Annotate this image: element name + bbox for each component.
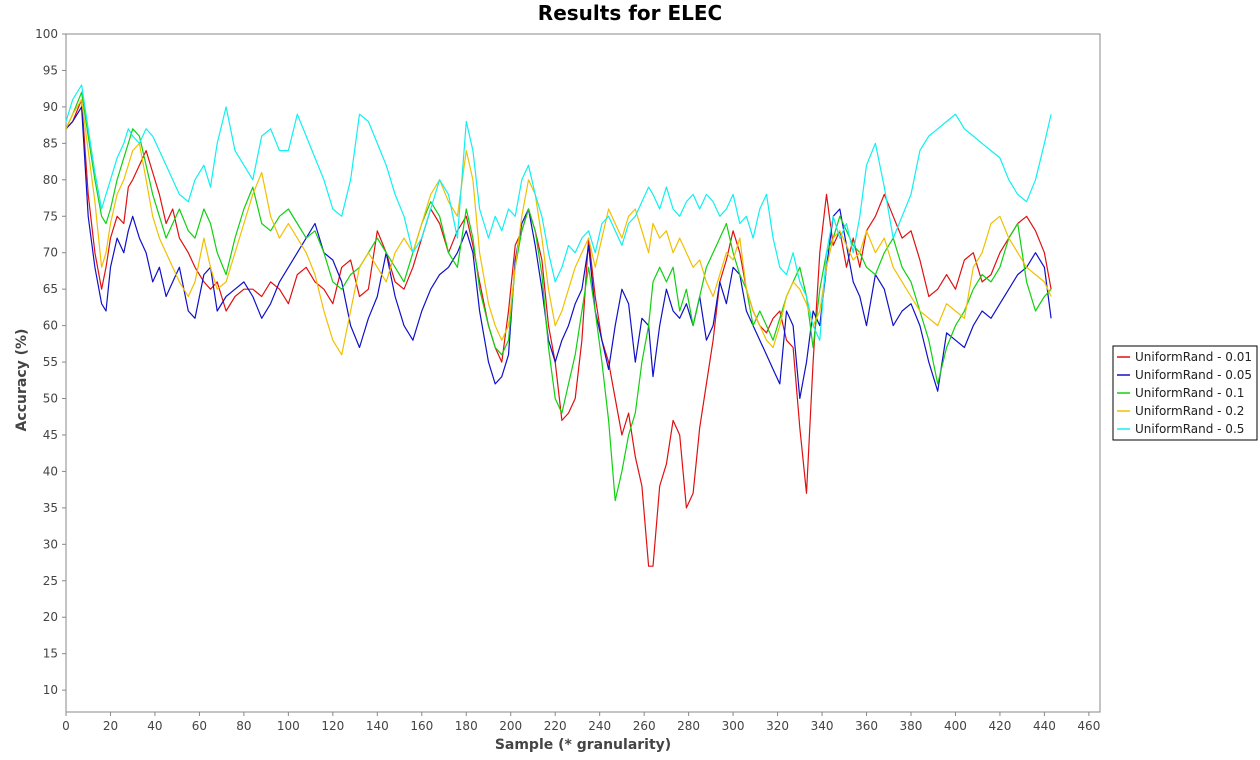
x-tick-label: 100 bbox=[277, 719, 300, 733]
y-tick-label: 25 bbox=[43, 574, 58, 588]
y-tick-label: 85 bbox=[43, 136, 58, 150]
series-line-4 bbox=[65, 84, 1052, 341]
y-tick-label: 100 bbox=[35, 27, 58, 41]
y-tick-label: 15 bbox=[43, 647, 58, 661]
x-tick-label: 200 bbox=[499, 719, 522, 733]
plot-area bbox=[65, 33, 1101, 713]
y-tick-label: 80 bbox=[43, 173, 58, 187]
y-tick-label: 65 bbox=[43, 282, 58, 296]
series-line-3 bbox=[65, 98, 1052, 356]
x-tick-label: 220 bbox=[544, 719, 567, 733]
x-tick-label: 60 bbox=[192, 719, 207, 733]
series-lines bbox=[65, 84, 1052, 567]
x-tick-label: 40 bbox=[147, 719, 162, 733]
y-axis: 10 15 20 25 30 35 40 45 50 55 60 65 70 75 80 85 90 95 100 bbox=[35, 27, 66, 697]
x-tick-label: 340 bbox=[811, 719, 834, 733]
x-tick-label: 0 bbox=[62, 719, 70, 733]
x-tick-label: 400 bbox=[944, 719, 967, 733]
y-tick-label: 35 bbox=[43, 501, 58, 515]
x-tick-label: 160 bbox=[410, 719, 433, 733]
x-tick-label: 360 bbox=[855, 719, 878, 733]
x-axis: 0 20 40 60 80 100 120 140 160 180 200 220 240 260 280 3… bbox=[62, 712, 1100, 733]
x-tick-label: 180 bbox=[455, 719, 478, 733]
legend-label: UniformRand - 0.1 bbox=[1135, 386, 1244, 400]
y-tick-label: 70 bbox=[43, 246, 58, 260]
x-tick-label: 320 bbox=[766, 719, 789, 733]
x-tick-label: 80 bbox=[236, 719, 251, 733]
series-line-0 bbox=[65, 98, 1052, 567]
legend-label: UniformRand - 0.01 bbox=[1135, 350, 1252, 364]
y-tick-label: 20 bbox=[43, 610, 58, 624]
x-tick-label: 120 bbox=[321, 719, 344, 733]
legend-label: UniformRand - 0.05 bbox=[1135, 368, 1252, 382]
x-tick-label: 240 bbox=[588, 719, 611, 733]
legend: UniformRand - 0.01 UniformRand - 0.05 Unif… bbox=[1112, 345, 1258, 441]
x-tick-label: 20 bbox=[103, 719, 118, 733]
x-tick-label: 380 bbox=[900, 719, 923, 733]
y-tick-label: 90 bbox=[43, 100, 58, 114]
x-tick-label: 440 bbox=[1033, 719, 1056, 733]
y-tick-label: 45 bbox=[43, 428, 58, 442]
y-tick-label: 30 bbox=[43, 537, 58, 551]
x-tick-label: 140 bbox=[366, 719, 389, 733]
x-tick-label: 260 bbox=[633, 719, 656, 733]
y-axis-label: Accuracy (%) bbox=[14, 329, 30, 432]
x-tick-label: 420 bbox=[988, 719, 1011, 733]
y-tick-label: 40 bbox=[43, 464, 58, 478]
x-tick-label: 460 bbox=[1077, 719, 1100, 733]
x-tick-label: 300 bbox=[722, 719, 745, 733]
y-tick-label: 50 bbox=[43, 392, 58, 406]
y-tick-label: 75 bbox=[43, 209, 58, 223]
legend-label: UniformRand - 0.5 bbox=[1135, 422, 1244, 436]
y-tick-label: 10 bbox=[43, 683, 58, 697]
chart-title: Results for ELEC bbox=[538, 1, 722, 25]
y-tick-label: 55 bbox=[43, 355, 58, 369]
y-tick-label: 95 bbox=[43, 63, 58, 77]
y-tick-label: 60 bbox=[43, 319, 58, 333]
x-axis-label: Sample (* granularity) bbox=[495, 737, 671, 753]
legend-label: UniformRand - 0.2 bbox=[1135, 404, 1244, 418]
legend-box bbox=[1112, 345, 1258, 441]
x-tick-label: 280 bbox=[677, 719, 700, 733]
